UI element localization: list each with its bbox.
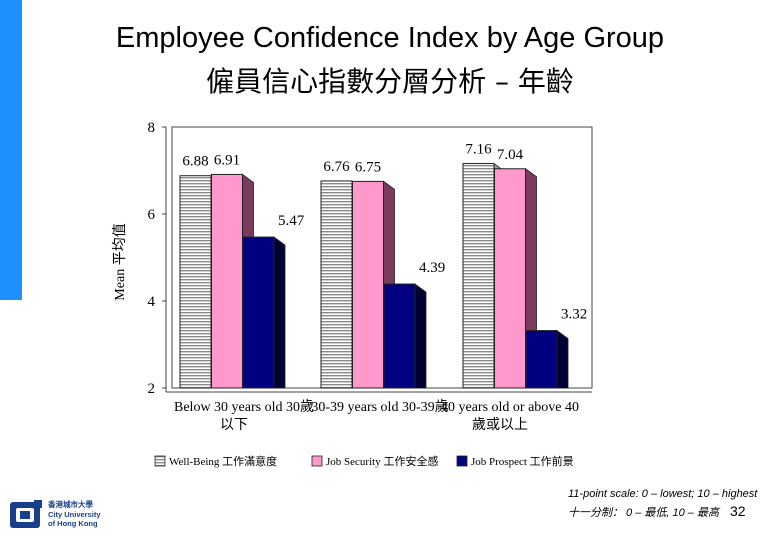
data-label: 6.88: [182, 154, 208, 170]
x-category-label: 以下: [220, 418, 248, 433]
x-category-label: 40 years old or above 40: [441, 400, 579, 415]
data-label: 7.16: [465, 142, 492, 158]
side-accent-bar: [0, 0, 22, 300]
page-number: 32: [730, 503, 746, 519]
logo-text-line3: of Hong Kong: [48, 519, 98, 528]
x-category-label: Below 30 years old 30歲: [174, 399, 314, 415]
data-label: 5.47: [278, 213, 305, 229]
logo-text-line2: City University: [48, 509, 101, 519]
bar: [320, 180, 353, 389]
legend-label: Job Prospect 工作前景: [471, 454, 574, 468]
cityu-logo-icon: [10, 500, 42, 528]
data-label: 6.75: [355, 159, 381, 175]
logo-text-chinese: 香港城市大學: [48, 500, 93, 509]
bar-side-face: [556, 329, 569, 389]
bar-side-face: [273, 236, 286, 389]
bar: [525, 330, 558, 389]
university-logo: 香港城市大學 City University of Hong Kong: [8, 498, 108, 534]
data-label: 3.32: [561, 307, 587, 323]
legend-swatch: [456, 455, 468, 467]
legend-swatch: [311, 455, 323, 467]
bar: [352, 180, 384, 389]
y-tick-label: 6: [148, 207, 156, 223]
y-tick-label: 2: [148, 381, 156, 397]
bar-chart: 2 4 6 8 Mean 平均值 6.88 6.76 7.16 6.91 6.75 7.04 5.47…: [112, 120, 593, 468]
chart-title-chinese: 僱員信心指數分層分析 – 年齡: [206, 65, 574, 98]
y-tick-label: 8: [148, 120, 156, 136]
bar: [462, 163, 495, 389]
scale-footnote-chinese: 十一分制： 0 – 最低, 10 – 最高: [568, 507, 719, 519]
bar: [383, 283, 416, 389]
y-tick-label: 4: [148, 294, 156, 310]
scale-footnote: 11-point scale: 0 – lowest; 10 – highest: [568, 488, 758, 500]
data-label: 6.91: [214, 152, 240, 168]
legend-label: Well-Being 工作滿意度: [169, 454, 277, 468]
data-label: 4.39: [419, 260, 445, 276]
data-label: 7.04: [497, 147, 524, 163]
legend-label: Job Security 工作安全感: [326, 454, 438, 468]
x-category-label: 30-39 years old 30-39歲: [311, 399, 448, 415]
bar: [242, 236, 275, 389]
x-category-label: 歲或以上: [472, 417, 528, 433]
chart-title: Employee Confidence Index by Age Group: [115, 22, 665, 54]
y-axis-label: Mean 平均值: [112, 223, 128, 300]
legend-swatch: [154, 455, 166, 467]
bar: [211, 173, 243, 389]
data-label: 6.76: [323, 159, 350, 175]
bar-side-face: [414, 283, 427, 389]
bar: [494, 168, 526, 389]
bar: [179, 175, 212, 389]
